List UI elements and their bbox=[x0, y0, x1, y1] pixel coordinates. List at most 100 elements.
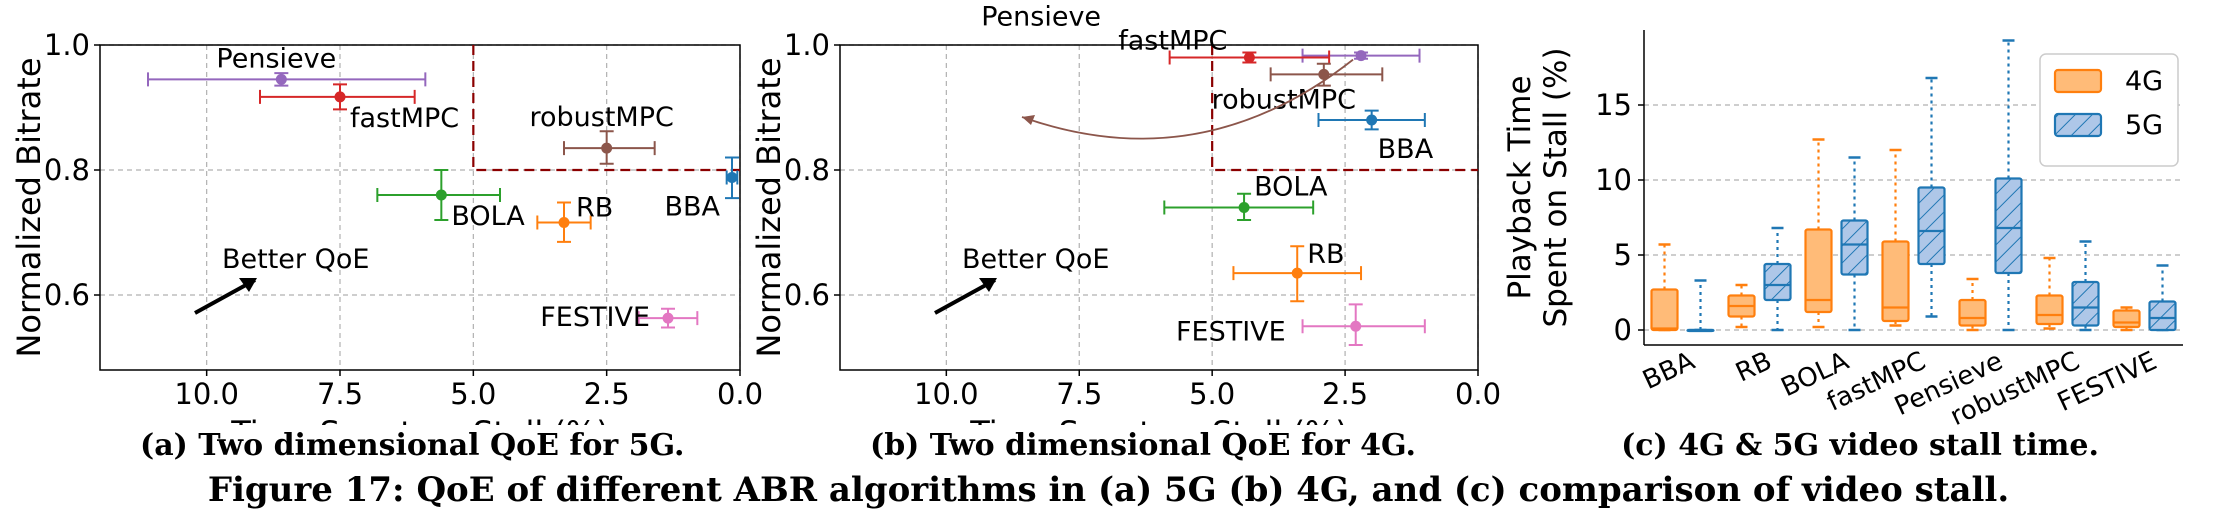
point-label: BOLA bbox=[1254, 172, 1328, 203]
better-qoe-note: Better QoE bbox=[222, 244, 369, 275]
y-tick-label: 0.8 bbox=[784, 153, 830, 187]
box-5g-bola bbox=[1840, 156, 1869, 332]
box-4g-fastmpc bbox=[1881, 148, 1910, 327]
y-tick-label: 0 bbox=[1614, 313, 1632, 347]
y-tick-label: 1.0 bbox=[44, 28, 90, 62]
better-qoe-note: Better QoE bbox=[962, 244, 1109, 275]
point-label: robustMPC bbox=[529, 102, 673, 133]
box-body bbox=[1994, 177, 2023, 275]
point-festive: FESTIVE bbox=[540, 302, 699, 333]
data-marker bbox=[1350, 320, 1362, 332]
point-label: fastMPC bbox=[350, 103, 459, 134]
box-body bbox=[2112, 309, 2141, 329]
box-body bbox=[1917, 186, 1946, 266]
box-5g-rb bbox=[1763, 226, 1792, 332]
box-body bbox=[2148, 300, 2177, 332]
y-tick-label: 0.6 bbox=[44, 278, 90, 312]
caption-a: (a) Two dimensional QoE for 5G. bbox=[140, 428, 685, 463]
point-pensieve: Pensieve bbox=[981, 2, 1421, 63]
x-axis-label: Time Spent on Stall (%) bbox=[230, 414, 609, 425]
box-4g-pensieve bbox=[1958, 277, 1987, 332]
scatter-panel-a: 10.0 7.5 5.0 2.5 0.0 0.6 0.8 1.0 Time Spent on S… bbox=[10, 28, 763, 425]
caption-c: (c) 4G & 5G video stall time. bbox=[1621, 428, 2099, 463]
x-tick-label-rb: RB bbox=[1731, 346, 1776, 388]
better-qoe-arrowhead bbox=[239, 278, 257, 292]
y-tick-label: 5 bbox=[1614, 238, 1632, 272]
legend-label-5g: 5G bbox=[2125, 110, 2163, 141]
data-marker bbox=[558, 217, 570, 228]
x-axis-label: Time Spent on Stall (%) bbox=[969, 414, 1348, 425]
data-marker bbox=[726, 172, 738, 183]
point-label: BBA bbox=[1378, 134, 1434, 165]
box-body bbox=[2071, 280, 2100, 327]
box-5g-bba bbox=[1686, 279, 1715, 333]
data-marker bbox=[1291, 267, 1303, 279]
point-robustmpc: robustMPC bbox=[1212, 62, 1384, 115]
data-marker bbox=[1243, 52, 1255, 63]
box-body bbox=[1958, 298, 1987, 327]
data-marker bbox=[435, 189, 447, 201]
box-5g-robustmpc bbox=[2071, 240, 2100, 332]
box-body bbox=[1840, 219, 1869, 276]
point-festive: FESTIVE bbox=[1176, 303, 1426, 347]
x-tick-label-bba: BBA bbox=[1638, 346, 1699, 396]
axes-frame bbox=[839, 44, 1479, 371]
point-label: BBA bbox=[664, 192, 720, 223]
box-4g-bba bbox=[1650, 243, 1679, 332]
box-body bbox=[1763, 262, 1792, 302]
point-pensieve: Pensieve bbox=[147, 43, 427, 87]
box-body bbox=[1650, 288, 1679, 332]
boxplot-panel-c: 0 5 10 15 Playback Time Spent on Stall (%) BBA… bbox=[1502, 30, 2183, 425]
x-tick-label: 7.5 bbox=[317, 377, 363, 411]
box-4g-bola bbox=[1804, 138, 1833, 329]
box-body bbox=[1881, 240, 1910, 323]
point-robustmpc: robustMPC bbox=[529, 102, 674, 165]
data-marker bbox=[601, 142, 613, 154]
y-tick-label: 1.0 bbox=[784, 28, 830, 62]
point-rb: RB bbox=[1232, 239, 1363, 303]
x-tick-label: 0.0 bbox=[717, 377, 763, 411]
box-4g-robustmpc bbox=[2035, 256, 2064, 330]
y-tick-label: 10 bbox=[1595, 163, 1632, 197]
y-axis-label-line: Spent on Stall (%) bbox=[1538, 47, 1574, 327]
x-tick-label: 0.0 bbox=[1455, 377, 1501, 411]
box-4g-festive bbox=[2112, 306, 2141, 332]
figure-canvas: 10.0 7.5 5.0 2.5 0.0 0.6 0.8 1.0 Time Spent on S… bbox=[10, 2, 2183, 425]
box-4g-rb bbox=[1727, 283, 1756, 329]
box-5g-festive bbox=[2148, 264, 2177, 332]
point-bba: BBA bbox=[1317, 109, 1434, 165]
point-fastmpc: fastMPC bbox=[1118, 26, 1331, 65]
data-marker bbox=[334, 91, 346, 103]
point-label: BOLA bbox=[451, 201, 525, 232]
x-tick-label: 10.0 bbox=[914, 377, 979, 411]
point-label: Pensieve bbox=[216, 43, 336, 74]
point-label: Pensieve bbox=[981, 2, 1101, 33]
box-5g-fastmpc bbox=[1917, 76, 1946, 318]
point-bola: BOLA bbox=[376, 169, 525, 232]
data-marker bbox=[1238, 202, 1250, 213]
data-marker bbox=[1318, 68, 1330, 80]
y-tick-label: 0.6 bbox=[784, 278, 830, 312]
y-tick-label: 0.8 bbox=[44, 153, 90, 187]
y-axis-label-line: Playback Time bbox=[1502, 75, 1538, 299]
box-5g-pensieve bbox=[1994, 39, 2023, 332]
y-tick-label: 15 bbox=[1595, 88, 1632, 122]
box-body bbox=[1804, 228, 1833, 314]
figure-caption: Figure 17: QoE of different ABR algorith… bbox=[207, 470, 2010, 510]
legend-swatch-4g bbox=[2053, 68, 2103, 94]
point-label: FESTIVE bbox=[540, 302, 650, 333]
better-qoe-region bbox=[1211, 45, 1478, 172]
pensieve-pointer-head bbox=[1022, 115, 1035, 125]
box-body bbox=[2035, 294, 2064, 326]
point-fastmpc: fastMPC bbox=[259, 83, 459, 134]
legend-label-4g: 4G bbox=[2125, 66, 2163, 97]
data-marker bbox=[1366, 114, 1378, 126]
x-tick-label: 5.0 bbox=[1189, 377, 1235, 411]
y-axis-label: Normalized Bitrate bbox=[10, 57, 48, 357]
caption-b: (b) Two dimensional QoE for 4G. bbox=[870, 428, 1417, 463]
point-bba: BBA bbox=[664, 156, 739, 223]
data-marker bbox=[275, 73, 287, 85]
x-tick-label: 2.5 bbox=[1322, 377, 1368, 411]
point-label: fastMPC bbox=[1118, 26, 1227, 57]
